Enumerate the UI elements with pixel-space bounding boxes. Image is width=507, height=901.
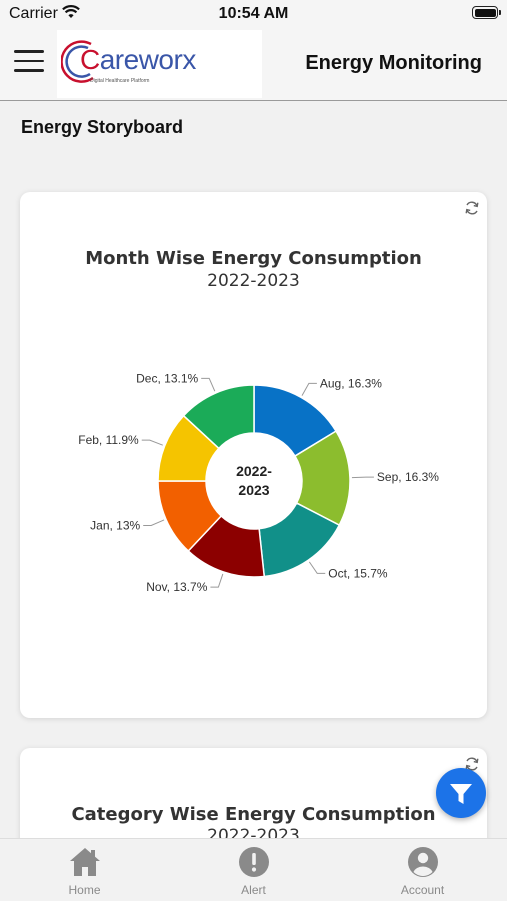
label-leader-line — [210, 574, 222, 587]
slice-data-label: Jan, 13% — [90, 518, 140, 532]
tab-label: Alert — [169, 883, 338, 897]
slice-data-label: Dec, 13.1% — [136, 371, 198, 385]
logo-wordmark: Careworx — [80, 44, 196, 76]
label-leader-line — [142, 440, 163, 445]
clock: 10:54 AM — [0, 5, 507, 23]
status-bar: Carrier 10:54 AM — [0, 0, 507, 28]
chart-title: Month Wise Energy Consumption — [20, 248, 487, 269]
account-icon — [406, 845, 440, 879]
chart-title: Category Wise Energy Consumption — [20, 804, 487, 825]
donut-chart: Aug, 16.3% Sep, 16.3% Oct, 15.7% Nov, 13.7%… — [20, 340, 487, 640]
month-wise-chart-card: Month Wise Energy Consumption 2022-2023 … — [20, 192, 487, 718]
menu-line-icon — [14, 50, 44, 53]
label-leader-line — [201, 378, 215, 391]
donut-center-line2: 2023 — [238, 482, 269, 498]
section-title: Energy Storyboard — [21, 117, 183, 138]
slice-data-label: Nov, 13.7% — [146, 580, 207, 594]
menu-line-icon — [14, 60, 44, 63]
slice-data-label: Sep, 16.3% — [377, 470, 439, 484]
label-leader-line — [302, 383, 317, 395]
tab-alert[interactable]: Alert — [169, 839, 338, 901]
tab-home[interactable]: Home — [0, 839, 169, 901]
chart-subtitle: 2022-2023 — [20, 271, 487, 291]
logo-letters-rest: areworx — [100, 44, 196, 75]
slice-data-label: Aug, 16.3% — [320, 376, 382, 390]
label-leader-line — [309, 562, 325, 574]
careworx-logo: Careworx Digital Healthcare Platform — [57, 30, 262, 98]
logo-tagline: Digital Healthcare Platform — [90, 78, 149, 84]
logo-letter-c: C — [80, 44, 100, 75]
label-leader-line — [143, 520, 164, 526]
refresh-icon[interactable] — [464, 200, 480, 216]
tab-account[interactable]: Account — [338, 839, 507, 901]
alert-icon — [237, 845, 271, 879]
page-title: Energy Monitoring — [305, 52, 482, 75]
tab-label: Home — [0, 883, 169, 897]
filter-icon — [449, 782, 473, 806]
hamburger-menu-button[interactable] — [14, 50, 46, 76]
slice-data-label: Feb, 11.9% — [78, 433, 139, 447]
app-header: Careworx Digital Healthcare Platform Ene… — [0, 28, 507, 101]
battery-icon — [472, 6, 498, 19]
filter-button[interactable] — [436, 768, 486, 818]
menu-line-icon — [14, 69, 44, 72]
slice-data-label: Oct, 15.7% — [328, 566, 388, 580]
tab-label: Account — [338, 883, 507, 897]
bottom-tab-bar: Home Alert Account — [0, 838, 507, 901]
donut-center-line1: 2022- — [236, 463, 272, 479]
home-icon — [68, 845, 102, 879]
